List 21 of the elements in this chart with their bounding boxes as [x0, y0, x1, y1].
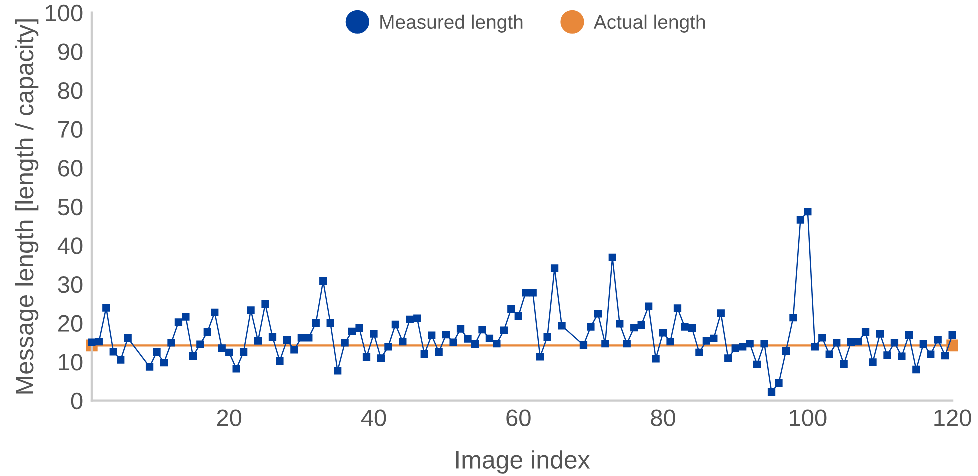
- legend-label: Actual length: [594, 14, 706, 33]
- y-tick-label: 60: [58, 160, 83, 177]
- x-tick-label: 40: [361, 410, 386, 426]
- y-tick-label: 80: [58, 82, 83, 100]
- y-tick-label: 90: [58, 44, 83, 60]
- y-tick-label: 50: [58, 198, 83, 216]
- y-tick-label: 0: [71, 392, 83, 410]
- y-tick-label: 30: [58, 276, 83, 294]
- x-tick-label: 100: [790, 410, 827, 426]
- legend-label: Measured length: [380, 14, 523, 33]
- x-axis-title: Image index: [456, 450, 590, 474]
- x-tick-label: 20: [217, 410, 242, 426]
- y-tick-label: 100: [46, 4, 83, 22]
- y-tick-label: 70: [58, 121, 83, 138]
- x-tick-label: 60: [506, 410, 531, 426]
- y-tick-label: 20: [58, 315, 83, 332]
- x-tick-label: 80: [651, 410, 676, 426]
- y-tick-label: 10: [59, 354, 83, 371]
- y-tick-label: 40: [58, 238, 83, 254]
- x-tick-label: 120: [934, 410, 972, 426]
- y-axis-title: Message length [length / capacity]: [15, 20, 39, 394]
